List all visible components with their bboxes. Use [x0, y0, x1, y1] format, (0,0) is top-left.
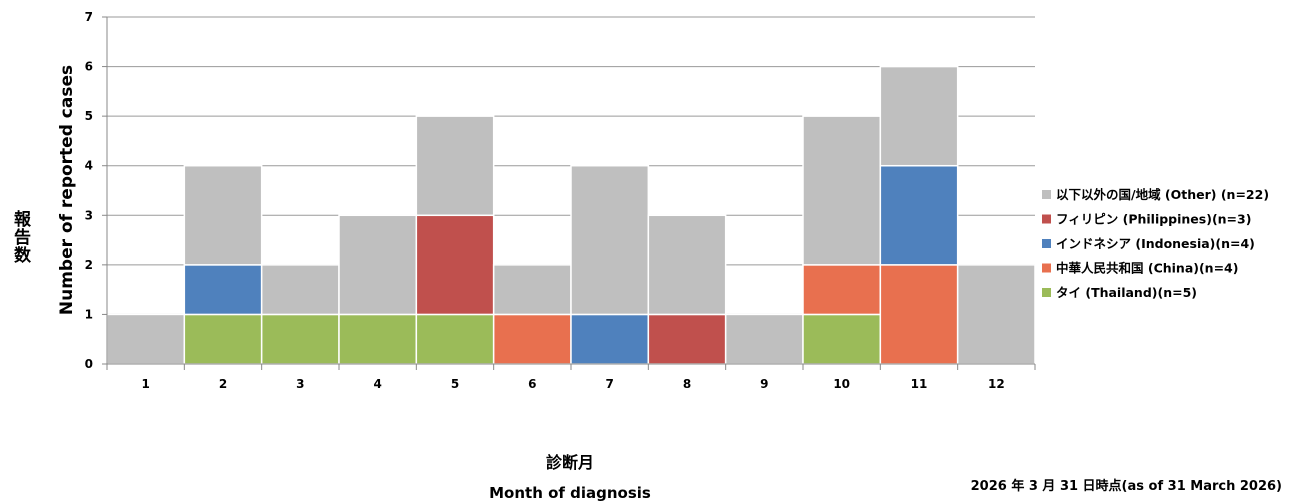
x-axis-title-jp: 診断月 [546, 453, 594, 472]
axes [102, 16, 1036, 370]
bar-segment [570, 164, 650, 316]
legend-label: 中華人民共和国 (China)(n=4) [1056, 261, 1238, 276]
y-tick-label: 6 [85, 60, 93, 74]
y-tick-labels: 0 1 2 3 4 5 6 7 [85, 10, 93, 371]
x-tick-label: 6 [528, 377, 536, 391]
bar-segment [338, 214, 418, 316]
x-axis-title-en: Month of diagnosis [489, 484, 651, 502]
as-of-date-note: 2026 年 3 月 31 日時点(as of 31 March 2026) [971, 478, 1282, 494]
y-tick-label: 2 [85, 258, 93, 272]
bar-segment [492, 313, 572, 365]
legend-label: タイ (Thailand)(n=5) [1056, 285, 1197, 300]
bar-segment [956, 264, 1036, 365]
x-tick-label: 1 [141, 377, 149, 391]
x-tick-label: 9 [760, 377, 768, 391]
y-axis-title-jp: 報告数 [10, 209, 31, 264]
y-tick-label: 7 [85, 10, 93, 24]
bar-segment [802, 313, 882, 365]
bar-segment [724, 313, 804, 365]
legend-swatch [1042, 239, 1051, 248]
bar-segment [647, 214, 727, 316]
bars [106, 65, 1036, 365]
legend-swatch [1042, 214, 1051, 224]
bar-segment [260, 313, 340, 365]
bar-segment [647, 313, 727, 365]
bar-segment [183, 164, 263, 266]
x-tick-label: 10 [833, 377, 850, 391]
legend-label: インドネシア (Indonesia)(n=4) [1056, 236, 1255, 251]
legend: 以下以外の国/地域 (Other) (n=22) フィリピン (Philippin… [1042, 187, 1269, 300]
x-tick-label: 2 [219, 377, 227, 391]
bar-segment [879, 264, 959, 365]
bar-segment [415, 115, 495, 217]
x-tick-label: 12 [988, 377, 1005, 391]
legend-swatch [1042, 288, 1051, 297]
y-tick-label: 1 [85, 307, 93, 321]
x-tick-label: 4 [373, 377, 381, 391]
bar-segment [106, 313, 186, 365]
y-tick-label: 3 [85, 208, 93, 222]
y-axis-title-en: Number of reported cases [57, 65, 77, 315]
legend-swatch [1042, 263, 1051, 273]
x-tick-labels: 1 2 3 4 5 6 7 8 9 10 11 12 [141, 377, 1004, 391]
bar-segment [415, 214, 495, 316]
x-tick-label: 5 [451, 377, 459, 391]
bar-segment [879, 65, 959, 167]
legend-label: 以下以外の国/地域 (Other) (n=22) [1056, 187, 1269, 202]
y-tick-label: 5 [85, 109, 93, 123]
bar-segment [570, 313, 650, 365]
bar-segment [338, 313, 418, 365]
x-tick-label: 8 [683, 377, 691, 391]
bar-segment [415, 313, 495, 365]
x-tick-label: 7 [605, 377, 613, 391]
bar-segment [802, 115, 882, 266]
bar-segment [879, 164, 959, 266]
x-tick-label: 3 [296, 377, 304, 391]
bar-segment [492, 264, 572, 316]
y-tick-label: 4 [85, 159, 93, 173]
bar-segment [260, 264, 340, 316]
bar-segment [802, 264, 882, 316]
bar-segment [183, 313, 263, 365]
y-tick-label: 0 [85, 357, 93, 371]
x-tick-label: 11 [911, 377, 928, 391]
legend-label: フィリピン (Philippines)(n=3) [1056, 212, 1251, 227]
legend-swatch [1042, 190, 1051, 199]
bar-segment [183, 264, 263, 316]
